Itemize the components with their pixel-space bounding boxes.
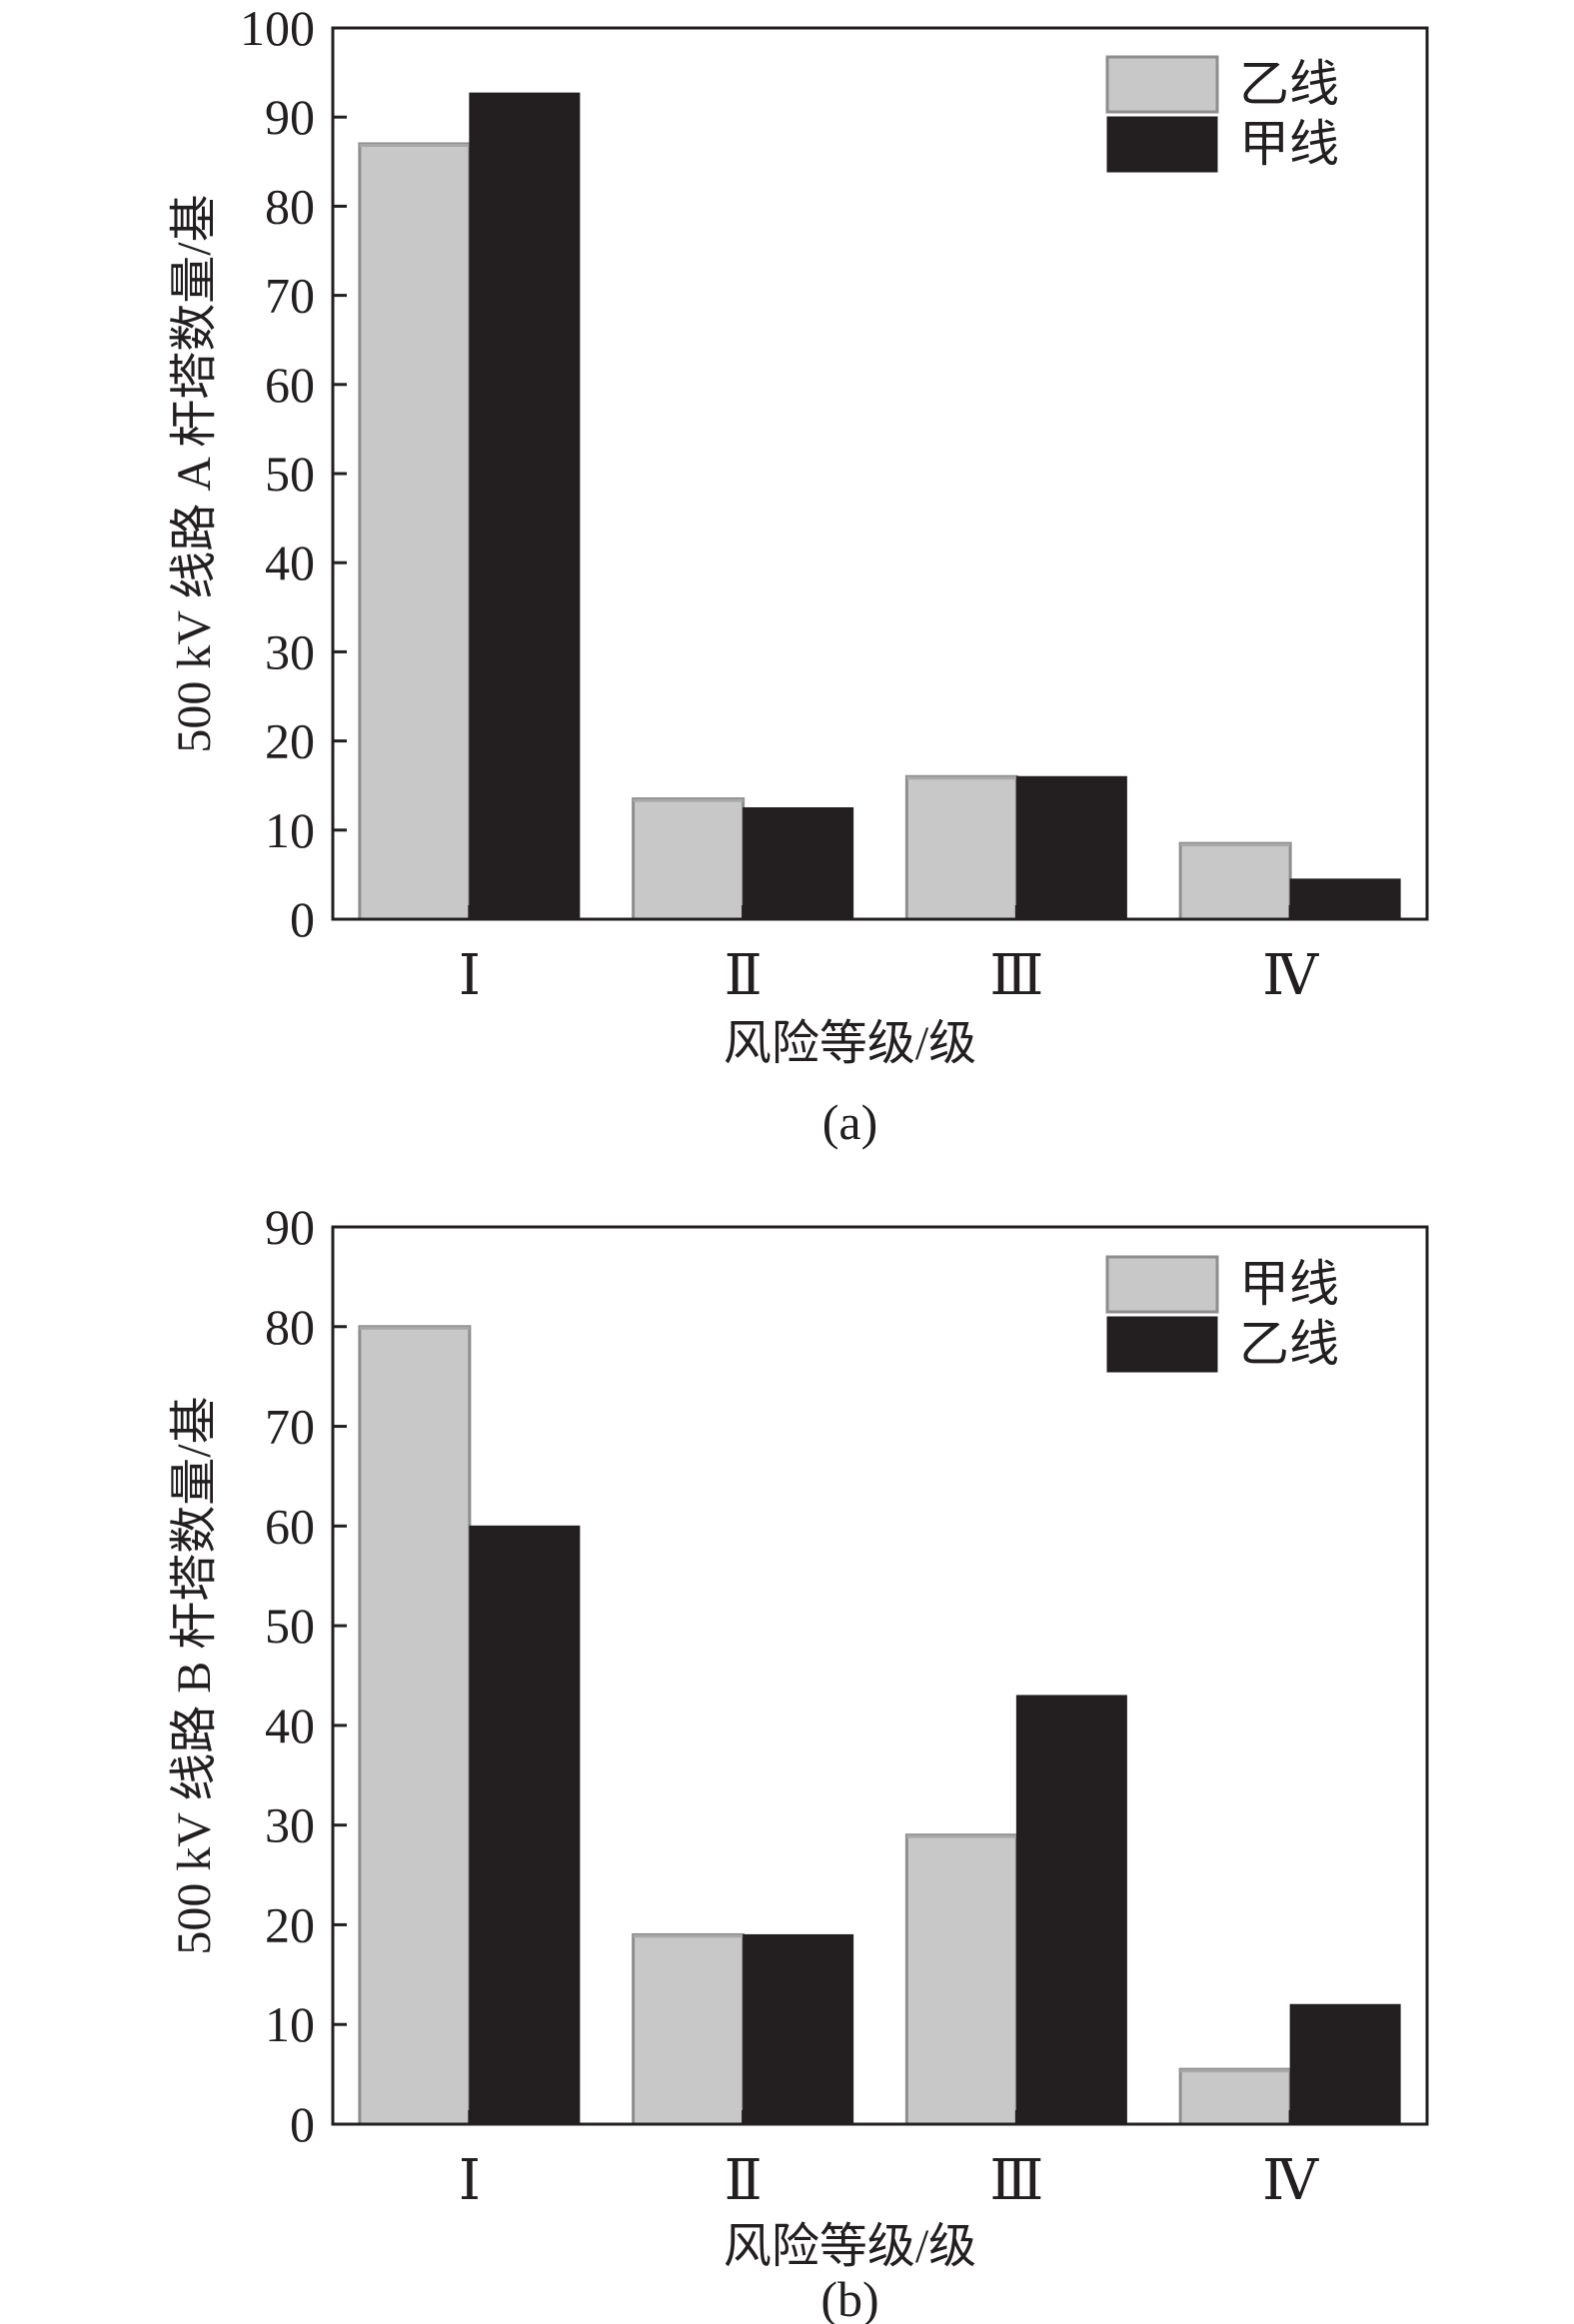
x-axis-label: 风险等级/级 — [724, 2220, 976, 2273]
y-tick-label: 50 — [265, 1598, 315, 1654]
bar-甲线-4 — [1289, 878, 1401, 920]
x-tick-label: Ⅳ — [1262, 945, 1319, 1007]
x-tick-label: Ⅱ — [725, 945, 763, 1007]
legend-swatch-甲线 — [1105, 1255, 1219, 1314]
x-tick-label: Ⅲ — [989, 2150, 1043, 2212]
bar-乙线-1 — [358, 142, 472, 921]
bar-甲线-3 — [904, 1833, 1018, 2126]
bar-甲线-1 — [469, 92, 581, 920]
y-axis-label: 500 kV 线路 A 杆塔数量/基 — [168, 194, 221, 752]
bar-甲线-4 — [1178, 2067, 1292, 2126]
y-tick-label: 20 — [265, 1896, 315, 1952]
legend-swatch-乙线 — [1106, 1316, 1218, 1373]
bar-乙线-4 — [1178, 841, 1292, 921]
y-tick-label: 80 — [265, 178, 315, 234]
legend-label: 乙线 — [1239, 1316, 1339, 1372]
y-tick-label: 20 — [265, 713, 315, 769]
y-tick-label: 70 — [265, 1399, 315, 1455]
x-tick-label: Ⅰ — [459, 945, 481, 1007]
y-tick-label: 30 — [265, 1797, 315, 1853]
x-axis-label: 风险等级/级 — [724, 1017, 976, 1070]
figure-caption: (b) — [820, 2271, 878, 2324]
y-tick-label: 90 — [265, 1199, 315, 1255]
y-tick-label: 90 — [265, 89, 315, 145]
y-tick-label: 0 — [290, 2096, 315, 2152]
bar-甲线-2 — [632, 1932, 746, 2126]
legend-label: 乙线 — [1239, 56, 1339, 112]
bar-甲线-3 — [1015, 775, 1127, 920]
bar-甲线-2 — [743, 807, 854, 920]
figure-caption: (a) — [822, 1094, 878, 1150]
y-tick-label: 60 — [265, 357, 315, 413]
bar-乙线-3 — [904, 774, 1018, 921]
y-tick-label: 80 — [265, 1299, 315, 1355]
bar-乙线-2 — [632, 797, 746, 921]
y-tick-label: 30 — [265, 623, 315, 679]
y-tick-label: 10 — [265, 1996, 315, 2052]
y-tick-label: 10 — [265, 802, 315, 858]
y-tick-label: 70 — [265, 268, 315, 324]
x-tick-label: Ⅳ — [1262, 2150, 1319, 2212]
y-tick-label: 40 — [265, 535, 315, 590]
bar-乙线-4 — [1289, 2003, 1401, 2125]
plot-frame — [331, 1225, 1429, 2126]
bar-乙线-2 — [743, 1933, 854, 2125]
legend-label: 甲线 — [1239, 116, 1339, 172]
y-tick-label: 0 — [290, 891, 315, 947]
chart-b: Ⅰ Ⅱ Ⅲ Ⅳ 0 10 20 30 40 50 60 70 80 90 500 kV 线路 B 杆塔数量/… — [168, 1199, 1429, 2324]
y-tick-label: 50 — [265, 446, 315, 502]
bar-乙线-1 — [469, 1525, 581, 2125]
chart-a: Ⅰ Ⅱ Ⅲ Ⅳ 0 10 20 30 40 50 60 70 80 90 100 500 kV 线路 A 杆塔… — [168, 0, 1429, 1150]
y-tick-label: 40 — [265, 1698, 315, 1753]
legend-label: 甲线 — [1239, 1256, 1339, 1312]
y-tick-label: 60 — [265, 1498, 315, 1554]
x-tick-label: Ⅱ — [725, 2150, 763, 2212]
legend-swatch-甲线 — [1106, 116, 1218, 173]
bar-甲线-1 — [358, 1325, 472, 2126]
y-axis-label: 500 kV 线路 B 杆塔数量/基 — [168, 1396, 221, 1954]
x-tick-label: Ⅲ — [989, 945, 1043, 1007]
bar-乙线-3 — [1015, 1695, 1127, 2125]
x-tick-label: Ⅰ — [459, 2150, 481, 2212]
y-tick-label: 100 — [240, 0, 315, 56]
legend-swatch-乙线 — [1105, 55, 1219, 114]
